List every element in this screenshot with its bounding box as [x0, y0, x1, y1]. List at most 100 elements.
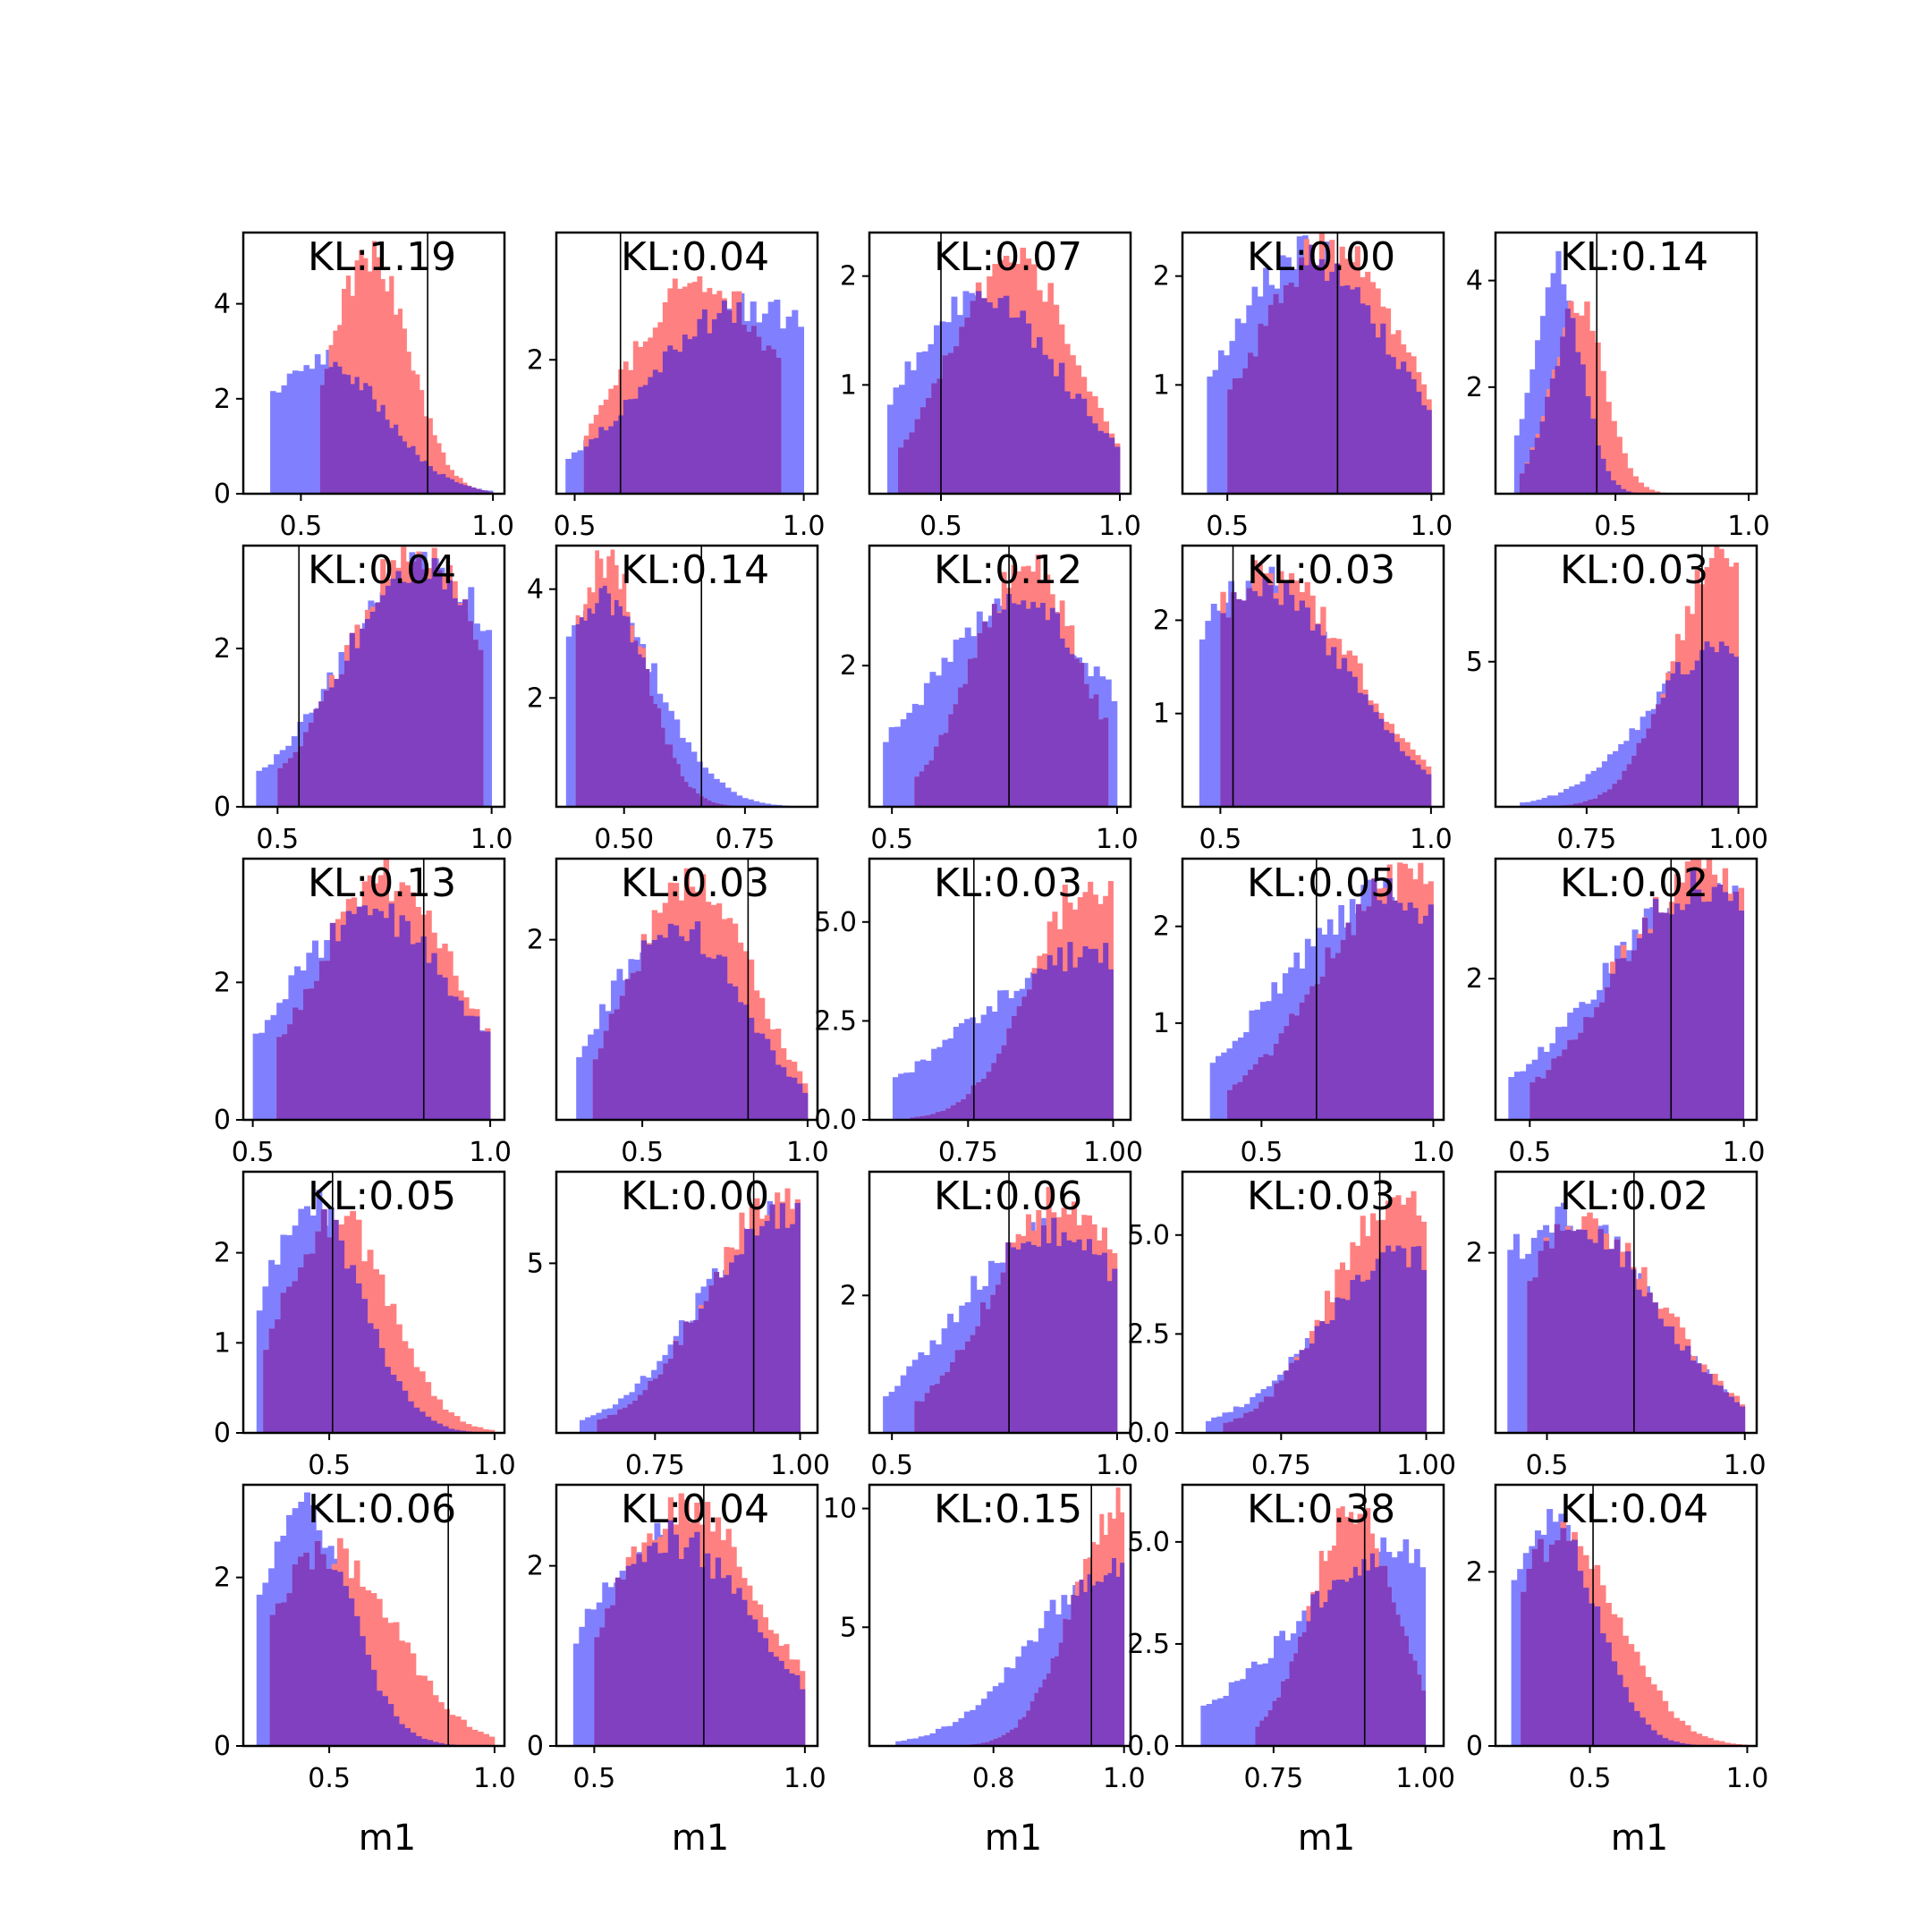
overlap-histogram-bar	[766, 345, 772, 494]
overlap-histogram-bar	[732, 986, 739, 1120]
overlap-histogram-bar	[699, 953, 707, 1120]
red-histogram-bar	[406, 352, 411, 494]
red-histogram-bar	[1648, 489, 1656, 494]
overlap-histogram-bar	[1098, 719, 1104, 807]
overlap-histogram-bar	[442, 977, 448, 1120]
overlap-histogram-bar	[462, 485, 468, 494]
overlap-histogram-bar	[791, 1077, 798, 1120]
overlap-histogram-bar	[324, 961, 331, 1120]
red-histogram-bar	[442, 1409, 449, 1433]
red-histogram-bar	[402, 328, 407, 494]
overlap-histogram-bar	[1380, 1252, 1386, 1433]
overlap-histogram-bar	[350, 1265, 357, 1433]
overlap-histogram-bar	[469, 1015, 475, 1120]
overlap-histogram-bar	[708, 1285, 715, 1433]
overlap-histogram-bar	[355, 1283, 362, 1433]
overlap-histogram-bar	[784, 1669, 790, 1746]
blue-histogram-bar	[731, 792, 737, 807]
overlap-histogram-bar	[657, 935, 664, 1120]
overlap-histogram-bar	[715, 1557, 722, 1746]
overlap-histogram-bar	[705, 1553, 711, 1746]
blue-histogram-bar	[1613, 750, 1619, 807]
overlap-histogram-bar	[1042, 354, 1048, 494]
overlap-histogram-bar	[297, 1556, 304, 1746]
blue-histogram-bar	[1580, 781, 1586, 807]
overlap-histogram-bar	[1524, 463, 1530, 494]
overlap-histogram-bar	[1723, 1392, 1729, 1433]
x-tick-label: 0.5	[870, 1450, 913, 1481]
overlap-histogram-bar	[992, 308, 998, 494]
overlap-histogram-bar	[318, 961, 326, 1120]
overlap-histogram-bar	[399, 915, 405, 1120]
red-histogram-bar	[363, 258, 369, 494]
overlap-histogram-bar	[614, 1009, 621, 1120]
overlap-histogram-bar	[1046, 1242, 1052, 1433]
blue-histogram-bar	[918, 1352, 925, 1433]
overlap-histogram-bar	[1289, 1013, 1295, 1120]
overlap-histogram-bar	[343, 1268, 351, 1433]
overlap-histogram-bar	[1352, 1566, 1358, 1746]
red-histogram-bar	[471, 1426, 478, 1433]
x-axis-label: m1	[1298, 1818, 1355, 1859]
x-tick-label: 0.5	[1508, 1137, 1551, 1168]
overlap-histogram-bar	[1360, 911, 1367, 1120]
overlap-histogram-bar	[1344, 1581, 1350, 1746]
overlap-histogram-bar	[961, 1099, 967, 1120]
overlap-histogram-bar	[667, 923, 674, 1120]
overlap-histogram-bar	[303, 1254, 310, 1433]
overlap-histogram-bar	[924, 764, 929, 807]
overlap-histogram-bar	[375, 602, 381, 807]
red-histogram-bar	[1724, 1742, 1731, 1746]
overlap-histogram-bar	[415, 454, 420, 494]
blue-histogram-bar	[895, 1741, 902, 1746]
overlap-histogram-bar	[775, 1228, 781, 1433]
overlap-histogram-bar	[447, 996, 453, 1120]
overlap-histogram-bar	[1733, 1402, 1741, 1433]
kl-annotation: KL:0.13	[308, 860, 456, 906]
overlap-histogram-bar	[995, 1284, 1002, 1433]
subplot-25: 0.5 1.0 0 2 KL:0.04 m1	[1466, 1483, 1768, 1859]
x-tick-label: 0.5	[280, 511, 323, 542]
overlap-histogram-bar	[1350, 1279, 1356, 1433]
overlap-histogram-bar	[693, 1319, 699, 1433]
red-histogram-bar	[1718, 1741, 1725, 1746]
overlap-histogram-bar	[479, 490, 485, 494]
overlap-histogram-bar	[625, 1565, 631, 1746]
blue-histogram-bar	[577, 450, 584, 494]
blue-histogram-bar	[1215, 1055, 1222, 1120]
blue-histogram-bar	[953, 1027, 960, 1120]
overlap-histogram-bar	[276, 1037, 283, 1120]
x-tick-label: 1.00	[1083, 1137, 1143, 1168]
axes-frame	[242, 857, 506, 1122]
overlap-histogram-bar	[762, 1638, 769, 1746]
overlap-histogram-bar	[1650, 1730, 1657, 1746]
overlap-histogram-bar	[1055, 613, 1061, 807]
overlap-histogram-bar	[953, 346, 960, 494]
overlap-histogram-bar	[474, 1016, 480, 1120]
overlap-histogram-bar	[354, 648, 360, 807]
overlap-histogram-bar	[1667, 1740, 1674, 1746]
overlap-histogram-bar	[1005, 1733, 1011, 1746]
overlap-histogram-bar	[608, 426, 614, 494]
overlap-histogram-bar	[1405, 371, 1411, 494]
overlap-histogram-bar	[1539, 421, 1546, 494]
red-histogram-bar	[380, 279, 386, 494]
overlap-histogram-bar	[287, 1024, 293, 1120]
overlap-histogram-bar	[1701, 1372, 1707, 1433]
overlap-histogram-bar	[1309, 1343, 1316, 1433]
overlap-histogram-bar	[397, 436, 403, 494]
overlap-histogram-bar	[348, 1598, 355, 1746]
subplot-22: 0.5 1.0 0 2 KL:0.04 m1	[527, 1483, 826, 1859]
kl-annotation: KL:0.03	[934, 860, 1082, 906]
kl-annotation: KL:0.02	[1560, 1174, 1708, 1219]
red-histogram-bar	[1654, 491, 1661, 494]
blue-histogram-bar	[785, 317, 792, 494]
overlap-histogram-bar	[993, 1738, 998, 1746]
overlap-histogram-bar	[1273, 293, 1279, 494]
overlap-histogram-bar	[1567, 1039, 1573, 1120]
overlap-histogram-bar	[1335, 1297, 1341, 1433]
blue-histogram-bar	[894, 1385, 902, 1433]
overlap-histogram-bar	[789, 1673, 795, 1746]
overlap-histogram-bar	[1554, 1224, 1561, 1433]
overlap-histogram-bar	[484, 491, 489, 494]
